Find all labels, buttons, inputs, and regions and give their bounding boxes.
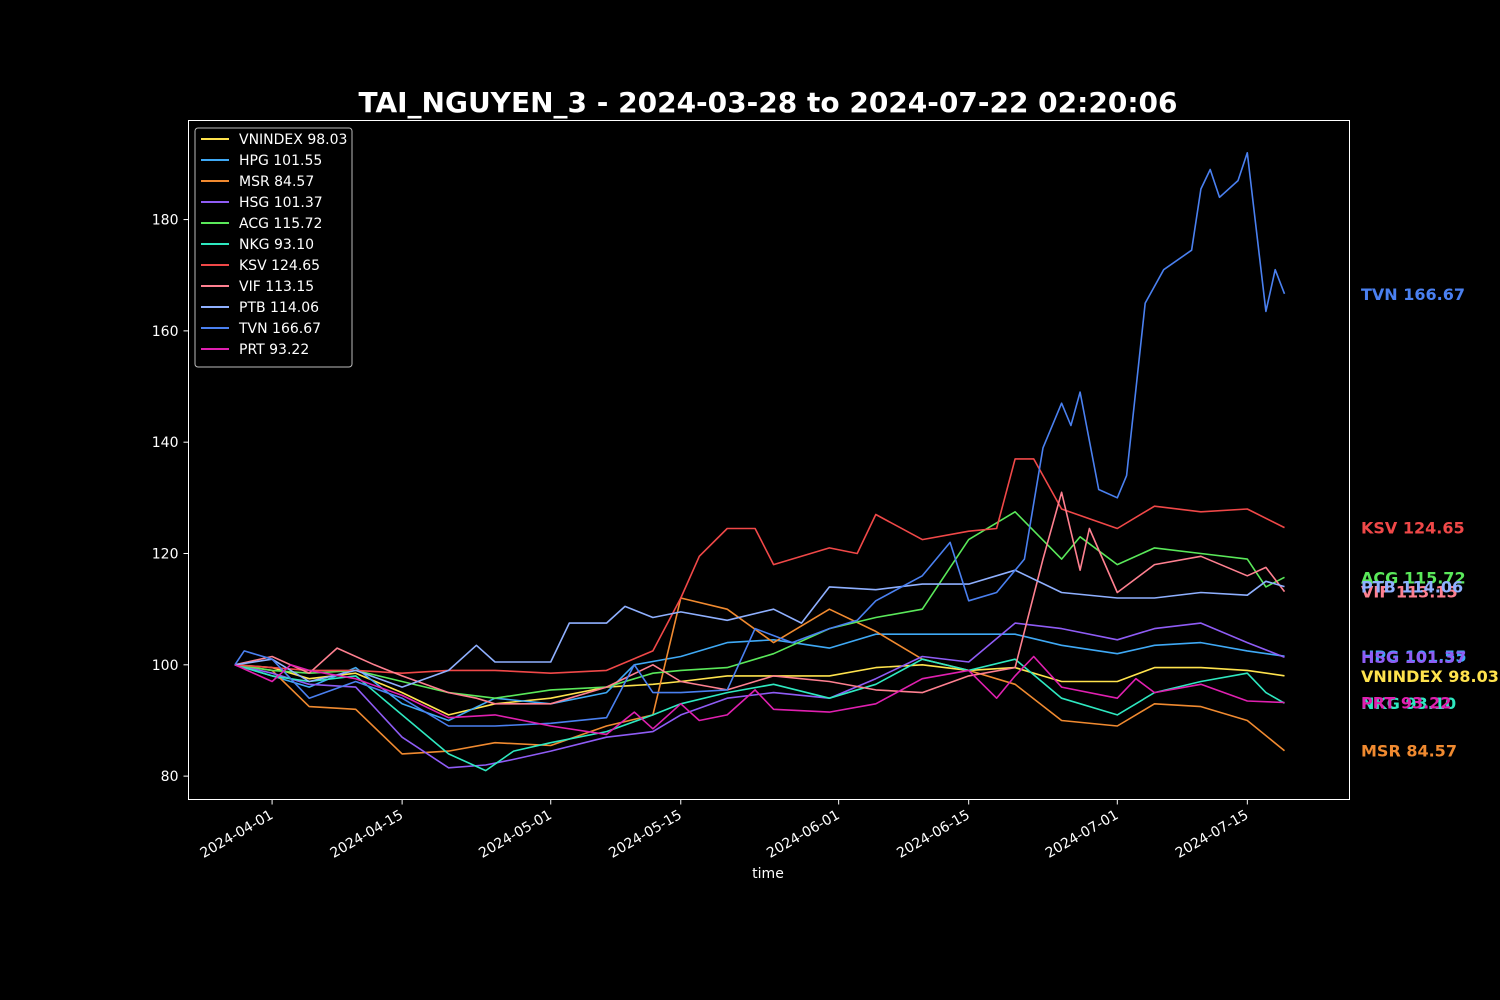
end-label-ksv: KSV 124.65 [1361,519,1465,538]
legend-box [194,127,353,368]
legend-entry-ptb: PTB 114.06 [239,300,319,316]
legend-entry-prt: PRT 93.22 [239,342,309,358]
y-tick-label: 80 [161,769,179,785]
series-line-ptb [234,569,1285,688]
series-line-hpg [234,633,1285,722]
end-label-prt: PRT 93.22 [1361,694,1451,713]
legend-entry-nkg: NKG 93.10 [239,237,314,253]
y-tick-label: 160 [152,324,179,340]
y-tick-label: 180 [152,213,179,229]
end-label-nkg: NKG 93.10 [1361,694,1456,713]
end-label-hpg: HPG 101.55 [1361,647,1467,666]
legend-entry-hpg: HPG 101.55 [239,153,322,169]
end-label-hsg: HSG 101.37 [1361,648,1466,667]
legend-entry-acg: ACG 115.72 [239,216,322,232]
y-tick-label: 100 [152,658,179,674]
series-line-acg [234,510,1285,700]
series-line-vif [234,491,1286,705]
end-label-tvn: TVN 166.67 [1361,285,1465,304]
y-tick-label: 140 [152,435,179,451]
legend-entry-tvn: TVN 166.67 [238,321,321,337]
series-line-ksv [234,458,1285,675]
series-line-tvn [234,152,1286,727]
legend-entry-vif: VIF 113.15 [239,279,314,295]
chart-title: TAI_NGUYEN_3 - 2024-03-28 to 2024-07-22 … [359,86,1178,119]
legend-entry-msr: MSR 84.57 [239,174,314,190]
series-line-prt [234,655,1285,736]
end-label-ptb: PTB 114.06 [1361,578,1463,597]
legend-entry-hsg: HSG 101.37 [239,195,323,211]
legend-entry-ksv: KSV 124.65 [239,258,320,274]
end-label-msr: MSR 84.57 [1361,742,1457,761]
series-line-hsg [234,622,1285,769]
end-label-vif: VIF 113.15 [1361,583,1458,602]
series-line-vnindex [234,663,1285,716]
series-line-nkg [234,658,1285,772]
plot-area [188,120,1350,800]
series-line-msr [234,597,1286,755]
legend-entry-vnindex: VNINDEX 98.03 [239,132,347,148]
y-axis: 80 100 120 140 160 180 [152,213,189,785]
end-label-vnindex: VNINDEX 98.03 [1361,667,1499,686]
series-lines [234,152,1286,772]
legend: VNINDEX 98.03 HPG 101.55 MSR 84.57 HSG 101.… [194,127,353,368]
end-label-acg: ACG 115.72 [1361,568,1466,587]
y-tick-label: 120 [152,547,179,563]
x-axis-label: time [752,866,784,882]
